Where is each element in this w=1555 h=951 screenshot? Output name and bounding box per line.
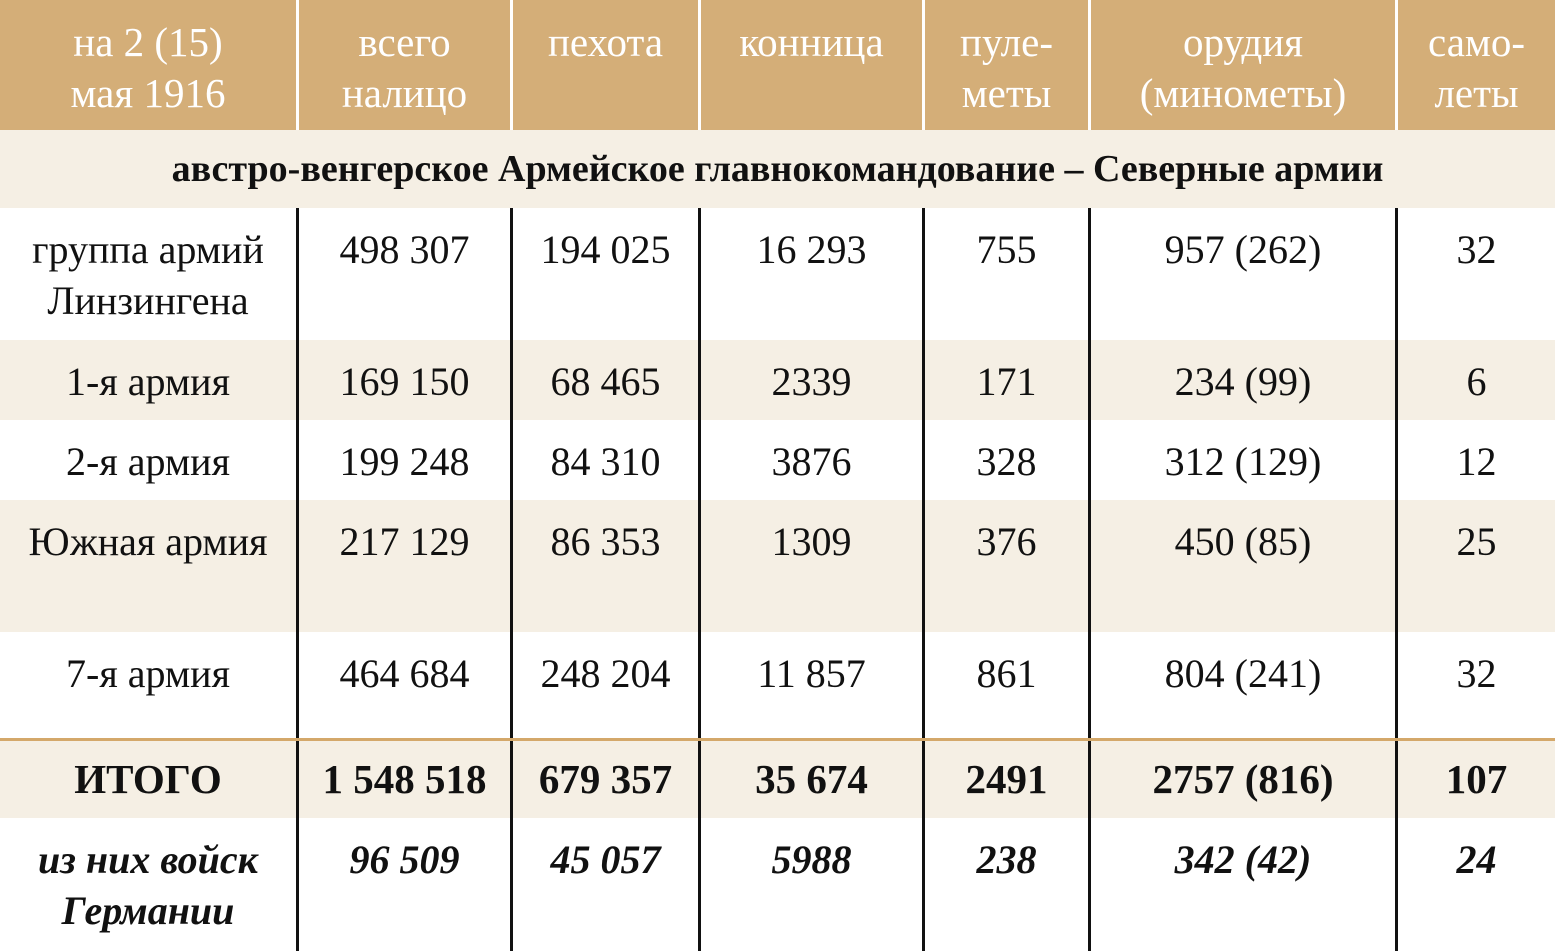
header-line: пуле-	[960, 19, 1053, 65]
header-line: само-	[1428, 19, 1525, 65]
cell-aircraft: 12	[1395, 420, 1555, 500]
table-row: 7-я армия 464 684 248 204 11 857 861 804 (241…	[0, 632, 1555, 712]
cell-machine-guns: 238	[922, 818, 1088, 951]
cell-guns: 342 (42)	[1088, 818, 1395, 951]
cell-infantry	[510, 712, 698, 738]
cell-infantry: 86 353	[510, 500, 698, 632]
table-header: на 2 (15) мая 1916 всего налицо пехота конниц…	[0, 0, 1555, 130]
cell-machine-guns: 171	[922, 340, 1088, 420]
header-line: орудия	[1182, 19, 1304, 65]
cell-infantry: 194 025	[510, 208, 698, 340]
table-row: Южная армия 217 129 86 353 1309 376 450 (85) 2…	[0, 500, 1555, 632]
cell-date: Южная армия	[28, 519, 268, 564]
cell-total-present: 1 548 518	[296, 741, 510, 818]
cell-cavalry: 3876	[698, 420, 922, 500]
cell-machine-guns	[922, 712, 1088, 738]
cell-guns: 234 (99)	[1088, 340, 1395, 420]
cell-cavalry: 2339	[698, 340, 922, 420]
cell-cavalry: 35 674	[698, 741, 922, 818]
total-rule	[0, 738, 1555, 741]
header-infantry: пехота	[510, 0, 698, 130]
cell-date	[0, 712, 296, 738]
table-row: группа армий Линзингена 498 307 194 025 16 …	[0, 208, 1555, 340]
cell-guns: 957 (262)	[1088, 208, 1395, 340]
cell-guns	[1088, 712, 1395, 738]
cell-total-present: 199 248	[296, 420, 510, 500]
cell-cavalry: 16 293	[698, 208, 922, 340]
header-line: леты	[1434, 70, 1519, 116]
cell-total-present: 217 129	[296, 500, 510, 632]
header-machine-guns: пуле-меты	[922, 0, 1088, 130]
cell-guns: 450 (85)	[1088, 500, 1395, 632]
header-line: меты	[961, 70, 1052, 116]
cell-guns: 2757 (816)	[1088, 741, 1395, 818]
header-date: на 2 (15) мая 1916	[0, 0, 296, 130]
cell-infantry: 84 310	[510, 420, 698, 500]
cell-machine-guns: 376	[922, 500, 1088, 632]
german-troops-row: из них войск Германии 96 509 45 057 5988 238…	[0, 818, 1555, 951]
cell-total-present	[296, 712, 510, 738]
cell-infantry: 679 357	[510, 741, 698, 818]
cell-machine-guns: 2491	[922, 741, 1088, 818]
cell-machine-guns: 755	[922, 208, 1088, 340]
cell-aircraft: 24	[1395, 818, 1555, 951]
cell-total-present: 169 150	[296, 340, 510, 420]
cell-date: из них войск Германии	[38, 837, 258, 933]
header-guns: орудия (минометы)	[1088, 0, 1395, 130]
header-line: всего	[358, 19, 451, 65]
row-spacer	[0, 712, 1555, 738]
header-line: мая 1916	[70, 70, 226, 116]
cell-machine-guns: 861	[922, 632, 1088, 712]
header-line: пехота	[547, 19, 664, 65]
cell-date: 2-я армия	[66, 439, 230, 484]
cell-cavalry	[698, 712, 922, 738]
cell-cavalry: 11 857	[698, 632, 922, 712]
header-cavalry: конница	[698, 0, 922, 130]
cell-guns: 312 (129)	[1088, 420, 1395, 500]
header-line: на 2 (15)	[73, 19, 223, 65]
cell-date: группа армий Линзингена	[32, 227, 264, 323]
cell-date: ИТОГО	[74, 756, 222, 802]
section-title: австро-венгерское Армейское главнокоманд…	[0, 130, 1555, 208]
cell-infantry: 68 465	[510, 340, 698, 420]
header-line: (минометы)	[1139, 70, 1347, 116]
cell-aircraft: 107	[1395, 741, 1555, 818]
cell-aircraft: 32	[1395, 632, 1555, 712]
cell-date: 1-я армия	[66, 359, 230, 404]
cell-machine-guns: 328	[922, 420, 1088, 500]
header-line: конница	[739, 19, 884, 65]
cell-aircraft: 25	[1395, 500, 1555, 632]
cell-guns: 804 (241)	[1088, 632, 1395, 712]
header-total-present: всего налицо	[296, 0, 510, 130]
header-line: налицо	[341, 70, 468, 116]
cell-aircraft: 6	[1395, 340, 1555, 420]
total-row: ИТОГО 1 548 518 679 357 35 674 2491 2757 (816…	[0, 741, 1555, 818]
cell-total-present: 96 509	[296, 818, 510, 951]
header-aircraft: само-леты	[1395, 0, 1555, 130]
cell-infantry: 45 057	[510, 818, 698, 951]
cell-total-present: 464 684	[296, 632, 510, 712]
cell-cavalry: 5988	[698, 818, 922, 951]
cell-total-present: 498 307	[296, 208, 510, 340]
cell-aircraft	[1395, 712, 1555, 738]
table-row: 1-я армия 169 150 68 465 2339 171 234 (99) 6	[0, 340, 1555, 420]
cell-cavalry: 1309	[698, 500, 922, 632]
cell-date: 7-я армия	[66, 651, 230, 696]
cell-aircraft: 32	[1395, 208, 1555, 340]
cell-infantry: 248 204	[510, 632, 698, 712]
table-row: 2-я армия 199 248 84 310 3876 328 312 (129) 12	[0, 420, 1555, 500]
